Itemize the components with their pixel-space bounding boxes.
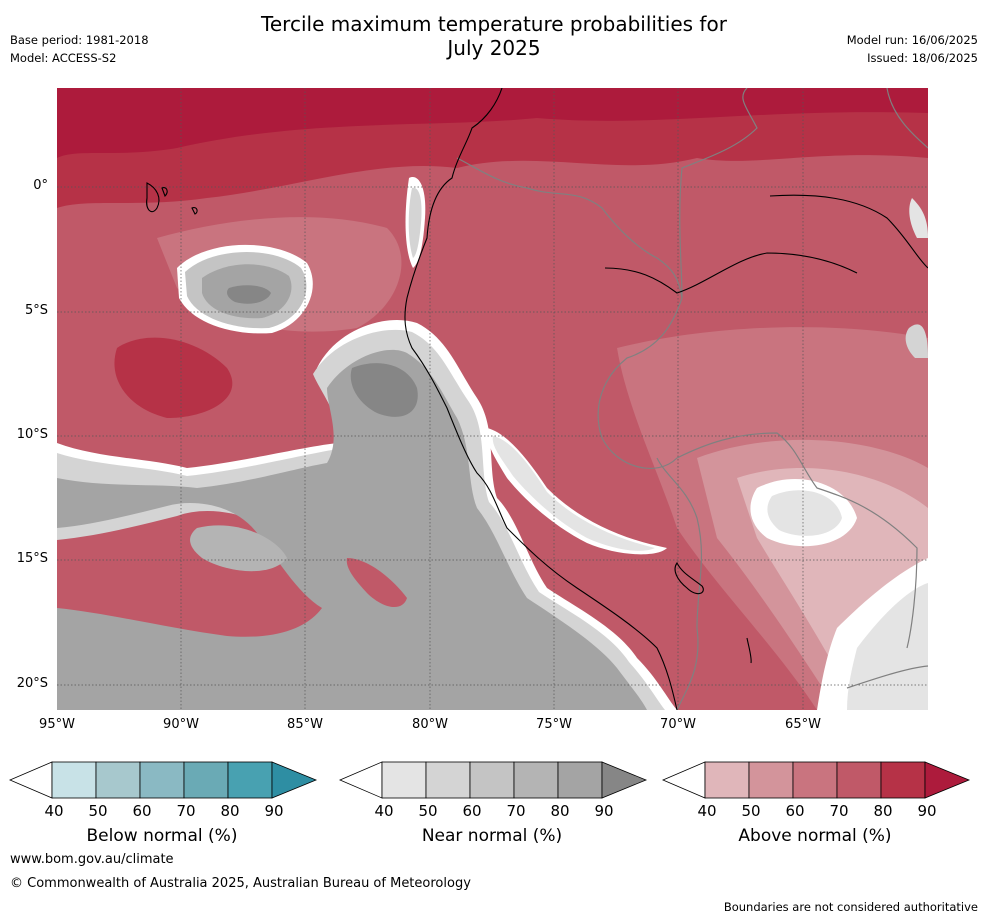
lat-label: 15°S	[16, 551, 48, 566]
lat-label: 20°S	[16, 676, 48, 691]
colorbar-below-swatches	[8, 761, 318, 799]
colorbar-above-normal	[661, 760, 973, 800]
cb-below-tick: 90	[264, 802, 284, 820]
cb-near-tick: 70	[506, 802, 526, 820]
lon-label: 95°W	[39, 717, 75, 732]
lon-label: 80°W	[412, 717, 448, 732]
colorbar-swatch	[704, 761, 750, 799]
near-patch-e	[905, 324, 928, 358]
above-tongue	[346, 558, 407, 608]
near-strip-coast	[408, 187, 422, 258]
colorbar-under-triangle	[661, 761, 706, 799]
footer-note: Boundaries are not considered authoritat…	[723, 900, 978, 914]
cb-above-tick: 90	[917, 802, 937, 820]
colorbar-over-triangle	[271, 761, 318, 799]
base-period: Base period: 1981-2018	[10, 33, 149, 47]
colorbar-swatch	[183, 761, 229, 799]
probability-map	[57, 88, 928, 710]
cb-below-tick: 70	[176, 802, 196, 820]
near-extreme-blob-west	[227, 285, 271, 304]
near-patch-ne	[909, 198, 928, 238]
cb-near-tick: 50	[418, 802, 438, 820]
title-line-1: Tercile maximum temperature probabilitie…	[261, 12, 727, 36]
cb-near-tick: 80	[550, 802, 570, 820]
lon-label: 65°W	[785, 717, 821, 732]
colorbar-swatch	[792, 761, 838, 799]
cb-near-tick: 90	[594, 802, 614, 820]
near-80-patch	[190, 525, 287, 572]
country-borders	[456, 88, 928, 710]
colorbar-swatch	[748, 761, 794, 799]
page-title: Tercile maximum temperature probabilitie…	[0, 12, 988, 60]
cb-near-tick: 60	[462, 802, 482, 820]
near-50-south	[847, 583, 928, 710]
colorbar-swatch	[880, 761, 926, 799]
cb-above-tick: 80	[873, 802, 893, 820]
colorbar-swatch	[469, 761, 515, 799]
colorbar-swatch	[227, 761, 273, 799]
cb-above-tick: 50	[741, 802, 761, 820]
cb-above-tick: 40	[697, 802, 717, 820]
colorbar-swatch	[95, 761, 141, 799]
cb-below-tick: 40	[44, 802, 64, 820]
colorbar-swatch	[51, 761, 97, 799]
colorbar-near-normal	[338, 760, 650, 800]
lon-label: 85°W	[287, 717, 323, 732]
cb-above-tick: 60	[785, 802, 805, 820]
colorbar-under-triangle	[338, 761, 383, 799]
cb-below-tick: 50	[88, 802, 108, 820]
gridlines	[57, 88, 928, 710]
colorbar-under-triangle	[8, 761, 53, 799]
colorbar-swatch	[557, 761, 603, 799]
colorbar-swatch	[139, 761, 185, 799]
colorbar-over-triangle	[601, 761, 648, 799]
colorbar-above-swatches	[661, 761, 971, 799]
title-line-2: July 2025	[447, 36, 541, 60]
lon-label: 90°W	[163, 717, 199, 732]
above-extreme-north	[57, 88, 928, 158]
cb-near-tick: 40	[374, 802, 394, 820]
colorbar-swatch	[836, 761, 882, 799]
model-name: Model: ACCESS-S2	[10, 51, 117, 65]
colorbar-swatch	[513, 761, 559, 799]
lon-label: 70°W	[660, 717, 696, 732]
footer-copyright: © Commonwealth of Australia 2025, Austra…	[10, 876, 471, 891]
issued-date: Issued: 18/06/2025	[867, 51, 978, 65]
map-canvas	[57, 88, 928, 710]
colorbar-swatch	[425, 761, 471, 799]
lat-label: 5°S	[24, 303, 48, 318]
near-50-east	[767, 490, 842, 536]
colorbar-below-normal	[8, 760, 320, 800]
lat-label: 0°	[33, 178, 48, 193]
cb-near-title: Near normal (%)	[421, 826, 563, 846]
cb-below-tick: 80	[220, 802, 240, 820]
colorbar-near-swatches	[338, 761, 648, 799]
footer-url: www.bom.gov.au/climate	[10, 852, 174, 867]
near-90-region	[57, 349, 647, 710]
model-run: Model run: 16/06/2025	[846, 33, 978, 47]
above-90-west	[114, 337, 233, 418]
lon-label: 75°W	[536, 717, 572, 732]
near-peru-coast	[492, 436, 655, 551]
coastlines	[146, 88, 928, 710]
colorbar-swatch	[381, 761, 427, 799]
colorbar-over-triangle	[924, 761, 971, 799]
cb-above-title: Above normal (%)	[738, 826, 892, 846]
cb-below-tick: 60	[132, 802, 152, 820]
cb-below-title: Below normal (%)	[86, 826, 238, 846]
lat-label: 10°S	[16, 427, 48, 442]
near-extreme-patch	[350, 363, 418, 417]
cb-above-tick: 70	[829, 802, 849, 820]
